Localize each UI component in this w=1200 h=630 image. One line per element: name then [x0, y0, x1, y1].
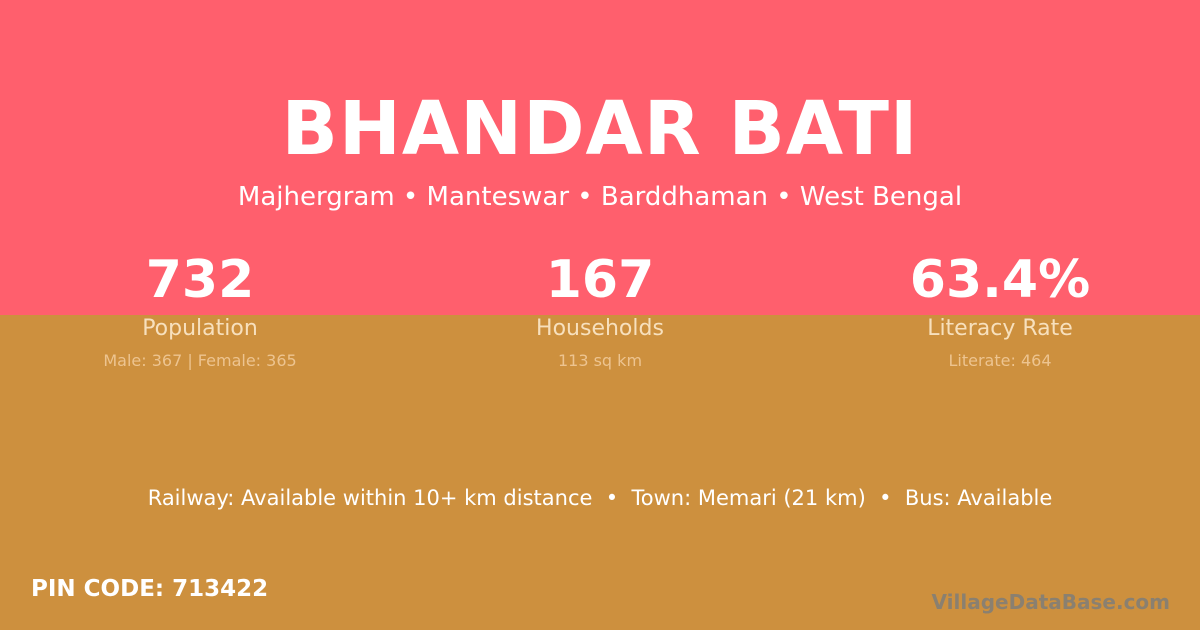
stat-value: 63.4%	[909, 250, 1091, 310]
stat-detail: Literate: 464	[948, 351, 1052, 370]
stat-label: Households	[536, 316, 664, 341]
stat-literacy: 63.4% Literacy Rate Literate: 464	[800, 250, 1200, 370]
watermark-logo: VillageDataBase.com	[931, 590, 1170, 614]
stat-label: Population	[142, 316, 258, 341]
stat-population: 732 Population Male: 367 | Female: 365	[0, 250, 400, 370]
stat-value: 732	[145, 250, 255, 310]
stat-households: 167 Households 113 sq km	[400, 250, 800, 370]
stat-value: 167	[545, 250, 655, 310]
village-title: BHANDAR BATI	[281, 86, 919, 172]
stat-detail: 113 sq km	[557, 351, 643, 370]
stat-label: Literacy Rate	[927, 316, 1073, 341]
stat-detail: Male: 367 | Female: 365	[103, 351, 297, 370]
location-breadcrumb: Majhergram • Manteswar • Barddhaman • We…	[237, 182, 963, 212]
header-band	[0, 0, 1200, 315]
pin-code: PIN CODE: 713422	[31, 576, 269, 602]
transport-info: Railway: Available within 10+ km distanc…	[147, 486, 1053, 510]
